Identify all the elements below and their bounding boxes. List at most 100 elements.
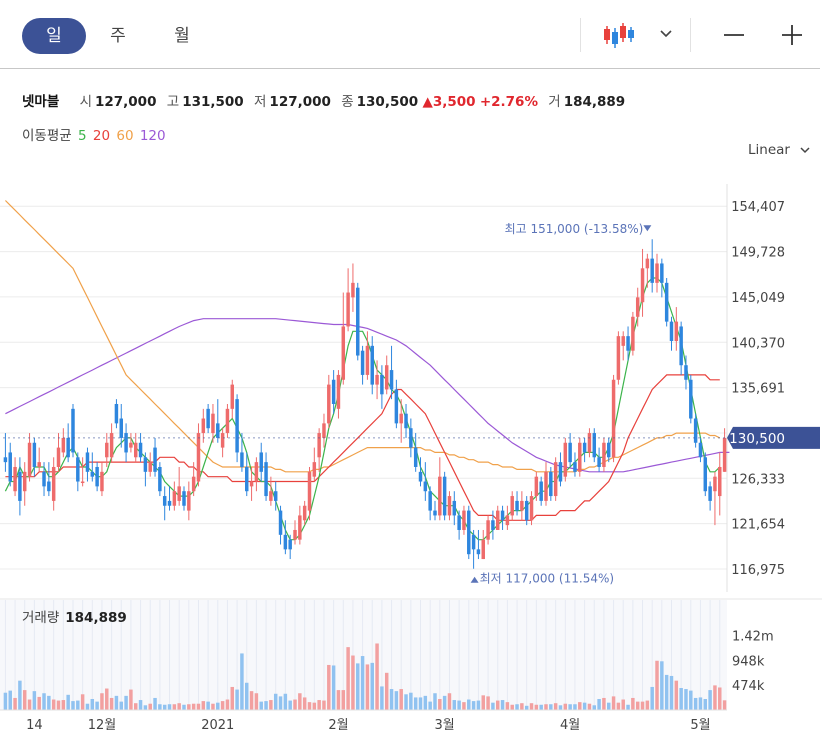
candle bbox=[119, 403, 123, 448]
candle bbox=[327, 374, 331, 429]
volume-bar bbox=[505, 702, 510, 710]
volume-bar bbox=[66, 694, 70, 710]
chevron-down-icon[interactable] bbox=[655, 24, 677, 44]
volume-bar bbox=[8, 690, 12, 710]
volume-bar bbox=[645, 700, 650, 710]
volume-bar bbox=[491, 702, 495, 710]
candle bbox=[703, 452, 708, 497]
candle bbox=[568, 433, 572, 467]
candle bbox=[114, 399, 119, 429]
candle-body bbox=[283, 534, 288, 550]
candle bbox=[124, 423, 128, 463]
volume-bar bbox=[114, 695, 119, 710]
candle bbox=[375, 360, 379, 400]
minus-icon[interactable] bbox=[718, 18, 750, 52]
candle-body bbox=[129, 442, 133, 448]
candle-body bbox=[433, 510, 437, 516]
candle-body bbox=[114, 403, 119, 424]
candle-body bbox=[288, 539, 292, 550]
candle bbox=[158, 462, 162, 497]
candle bbox=[679, 321, 683, 375]
ma-legend-60[interactable]: 60 bbox=[116, 128, 134, 144]
ma20-line bbox=[5, 374, 720, 521]
candle-body bbox=[346, 292, 350, 327]
candle-body bbox=[95, 466, 99, 487]
volume-bar bbox=[462, 702, 466, 710]
ma120-line bbox=[5, 318, 730, 473]
tab-daily[interactable]: 일 bbox=[22, 18, 86, 54]
candle-body bbox=[196, 433, 201, 482]
volume-bar bbox=[669, 675, 674, 710]
volume-bar bbox=[471, 701, 476, 710]
volume-bar bbox=[544, 704, 548, 710]
high-marker-icon bbox=[643, 225, 652, 232]
candlestick-icon[interactable] bbox=[598, 18, 642, 52]
candle bbox=[635, 287, 640, 327]
candle bbox=[196, 423, 201, 487]
plus-icon[interactable] bbox=[776, 18, 808, 52]
candle-body bbox=[553, 462, 558, 497]
candle bbox=[346, 268, 350, 332]
candle-body bbox=[370, 345, 374, 385]
volume-bar bbox=[602, 697, 606, 710]
candle bbox=[249, 466, 254, 501]
candle bbox=[573, 452, 577, 477]
candle-body bbox=[42, 471, 46, 487]
volume-bar bbox=[138, 700, 143, 710]
candle-body bbox=[573, 462, 577, 472]
volume-bar bbox=[264, 701, 268, 710]
tab-weekly[interactable]: 주 bbox=[110, 26, 126, 46]
ma-legend-20[interactable]: 20 bbox=[92, 128, 111, 144]
candle bbox=[616, 331, 621, 385]
volume-bar bbox=[312, 702, 317, 710]
volume-bar bbox=[553, 703, 558, 710]
candle bbox=[587, 428, 592, 458]
volume-bar bbox=[56, 700, 61, 710]
volume-bar bbox=[394, 691, 399, 710]
candle-body bbox=[51, 466, 56, 501]
candle bbox=[698, 437, 703, 463]
candle bbox=[211, 403, 215, 443]
candle-body bbox=[331, 379, 336, 404]
volume-bar bbox=[684, 689, 688, 710]
volume-tick-label: 474k bbox=[732, 679, 765, 694]
volume-bar bbox=[409, 692, 413, 710]
candle bbox=[718, 452, 722, 516]
candle-body bbox=[148, 462, 152, 472]
volume-bar bbox=[216, 702, 220, 710]
y-tick-label: 149,728 bbox=[731, 246, 785, 261]
candle-body bbox=[481, 539, 485, 560]
volume-bar bbox=[235, 689, 239, 710]
ma-legend-5[interactable]: 5 bbox=[77, 128, 87, 144]
close-value: 130,500 bbox=[356, 94, 419, 110]
candle bbox=[645, 253, 650, 288]
volume-bar bbox=[481, 695, 485, 710]
volume-bar bbox=[148, 703, 152, 710]
ma-legend-120[interactable]: 120 bbox=[139, 128, 166, 144]
candle-body bbox=[413, 447, 418, 467]
candle-body bbox=[674, 321, 679, 341]
candle-body bbox=[307, 471, 312, 511]
change-arrow-icon: ▲ bbox=[422, 94, 433, 110]
current-price-label: 130,500 bbox=[729, 431, 785, 447]
candle bbox=[510, 491, 514, 521]
candle bbox=[529, 491, 534, 526]
low-value: 127,000 bbox=[269, 94, 331, 110]
scale-mode-dropdown[interactable]: Linear bbox=[748, 142, 812, 158]
volume-bar bbox=[597, 699, 601, 710]
candle-body bbox=[660, 263, 664, 283]
candle-body bbox=[56, 447, 61, 467]
volume-bar bbox=[500, 700, 505, 710]
candle bbox=[8, 442, 12, 487]
candle bbox=[674, 307, 679, 351]
candle-body bbox=[356, 287, 360, 356]
tab-monthly[interactable]: 월 bbox=[174, 26, 190, 46]
candle bbox=[269, 476, 273, 506]
volume-bar bbox=[476, 700, 481, 710]
candle bbox=[578, 437, 582, 477]
candle bbox=[100, 462, 104, 497]
candle bbox=[360, 345, 365, 385]
volume-bar bbox=[230, 686, 235, 710]
candle bbox=[22, 462, 27, 506]
